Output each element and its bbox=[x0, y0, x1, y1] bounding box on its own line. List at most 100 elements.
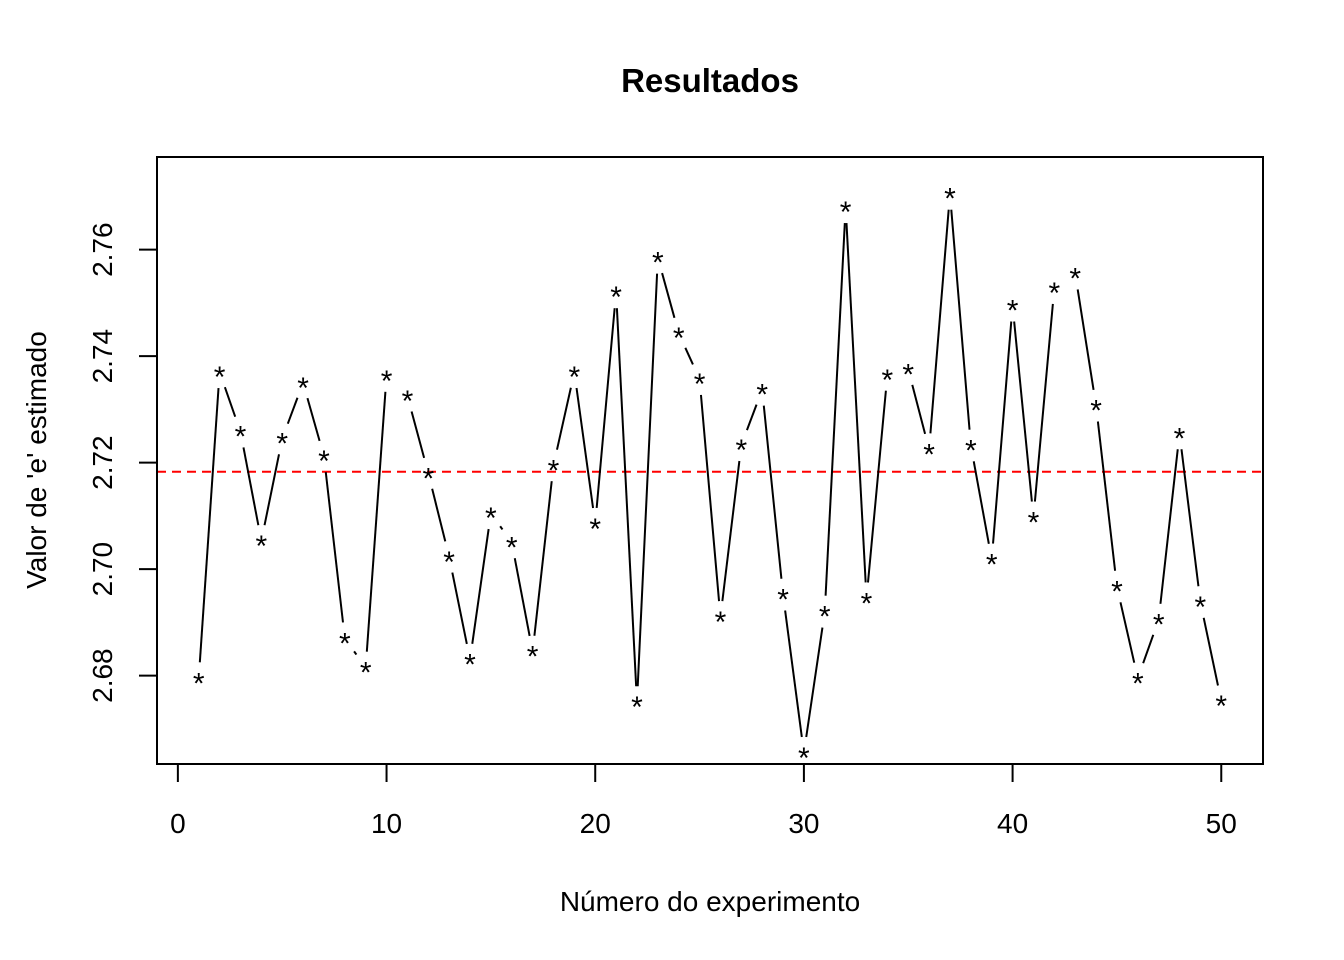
series-segment bbox=[684, 347, 694, 365]
data-point: * bbox=[464, 649, 476, 682]
y-tick-label: 2.68 bbox=[87, 648, 118, 703]
series-point-layer: * * * * * * * * * * * * * * * * * * * * * * * * * * * * * * * * * * * * * * * *… bbox=[193, 183, 1228, 775]
data-point: * bbox=[485, 502, 497, 535]
y-tick-label: 2.74 bbox=[87, 329, 118, 384]
series-segment bbox=[805, 627, 824, 738]
data-point: * bbox=[339, 627, 351, 660]
data-point: * bbox=[422, 462, 434, 495]
plot-area: * * * * * * * * * * * * * * * * * * * * * * * * * * * * * * * * * * * * * * * *… bbox=[156, 156, 1264, 775]
data-point: * bbox=[652, 247, 664, 280]
data-point: * bbox=[527, 641, 539, 674]
data-point: * bbox=[548, 454, 560, 487]
series-segment bbox=[950, 209, 971, 430]
data-point: * bbox=[1090, 395, 1102, 428]
data-point: * bbox=[235, 421, 247, 454]
y-tick-label: 2.70 bbox=[87, 542, 118, 597]
data-point: * bbox=[798, 742, 810, 775]
series-segment bbox=[721, 460, 741, 602]
series-segment bbox=[365, 391, 387, 652]
data-point: * bbox=[631, 691, 643, 724]
series-segment bbox=[1076, 289, 1095, 391]
series-segment bbox=[513, 558, 531, 637]
series-segment bbox=[746, 404, 758, 431]
x-tick-label: 20 bbox=[580, 808, 611, 839]
y-tick-label: 2.76 bbox=[87, 222, 118, 277]
series-segment bbox=[762, 405, 783, 579]
series-segment bbox=[575, 387, 595, 509]
series-segment bbox=[867, 390, 887, 583]
data-point: * bbox=[923, 438, 935, 471]
series-segment bbox=[533, 481, 553, 636]
x-tick-label: 0 bbox=[170, 808, 186, 839]
data-point: * bbox=[443, 546, 455, 579]
series-segment bbox=[636, 273, 659, 687]
series-segment bbox=[451, 572, 468, 645]
data-point: * bbox=[610, 281, 622, 314]
data-point: * bbox=[756, 379, 768, 412]
data-point: * bbox=[1111, 576, 1123, 609]
series-segment bbox=[471, 528, 490, 644]
series-segment bbox=[431, 488, 447, 542]
data-point: * bbox=[882, 364, 894, 397]
x-axis: 0 10 20 30 40 50 bbox=[170, 763, 1237, 839]
x-tick-label: 10 bbox=[371, 808, 402, 839]
data-point: * bbox=[589, 513, 601, 546]
data-point: * bbox=[1153, 609, 1165, 642]
series-segment bbox=[286, 397, 299, 425]
data-point: * bbox=[1007, 295, 1019, 328]
series-segment bbox=[661, 272, 676, 319]
series-segment bbox=[1119, 602, 1136, 663]
series-segment bbox=[499, 525, 504, 531]
series-segment bbox=[992, 321, 1013, 544]
series-segment bbox=[242, 447, 260, 526]
x-axis-label: Número do experimento bbox=[560, 886, 860, 917]
data-point: * bbox=[777, 584, 789, 617]
data-point: * bbox=[1069, 263, 1081, 296]
series-segment bbox=[324, 472, 344, 623]
x-tick-label: 40 bbox=[997, 808, 1028, 839]
data-point: * bbox=[1215, 690, 1227, 723]
x-tick-label: 50 bbox=[1206, 808, 1237, 839]
series-segment bbox=[595, 308, 616, 509]
chart-title: Resultados bbox=[621, 62, 799, 99]
series-segment bbox=[911, 384, 927, 435]
data-point: * bbox=[1132, 667, 1144, 700]
series-segment bbox=[198, 388, 220, 663]
series-segment bbox=[556, 387, 572, 450]
data-point: * bbox=[986, 549, 998, 582]
data-point: * bbox=[673, 322, 685, 355]
series-line-layer bbox=[198, 209, 1219, 738]
data-point: * bbox=[506, 531, 518, 564]
series-segment bbox=[824, 222, 846, 596]
series-segment bbox=[845, 222, 867, 583]
series-segment bbox=[410, 411, 426, 459]
series-segment bbox=[1202, 617, 1219, 686]
data-point: * bbox=[569, 361, 581, 394]
data-point: * bbox=[694, 368, 706, 401]
data-point: * bbox=[255, 530, 267, 563]
data-point: * bbox=[214, 361, 226, 394]
series-segment bbox=[1159, 449, 1179, 604]
series-segment bbox=[972, 461, 990, 544]
series-segment bbox=[1180, 449, 1200, 587]
series-segment bbox=[784, 610, 803, 738]
data-point: * bbox=[944, 183, 956, 216]
data-point: * bbox=[840, 196, 852, 229]
data-point: * bbox=[318, 445, 330, 478]
series-segment bbox=[929, 209, 950, 434]
series-segment bbox=[1096, 421, 1117, 571]
y-axis: 2.68 2.70 2.72 2.74 2.76 bbox=[87, 222, 158, 703]
series-segment bbox=[699, 394, 721, 602]
data-point: * bbox=[902, 358, 914, 391]
data-point: * bbox=[715, 606, 727, 639]
series-segment bbox=[615, 308, 638, 687]
data-point: * bbox=[276, 428, 288, 461]
data-point: * bbox=[381, 365, 393, 398]
data-point: * bbox=[1174, 422, 1186, 455]
x-tick-label: 30 bbox=[788, 808, 819, 839]
series-segment bbox=[263, 454, 280, 526]
data-point: * bbox=[1028, 506, 1040, 539]
data-point: * bbox=[297, 372, 309, 405]
series-segment bbox=[306, 397, 321, 442]
data-point: * bbox=[1195, 591, 1207, 624]
